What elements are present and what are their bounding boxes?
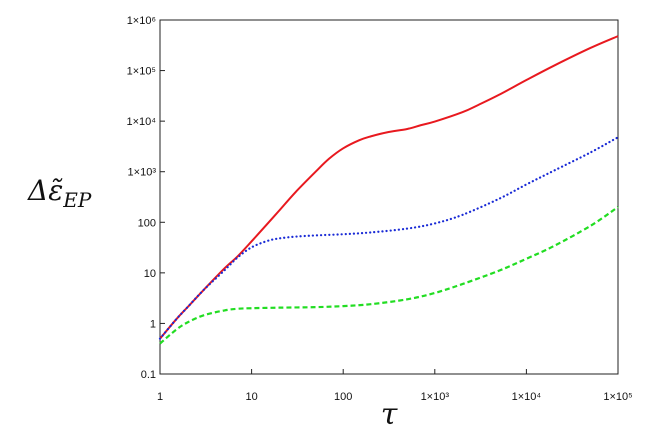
x-tick-label: 1×10⁴ — [512, 391, 542, 403]
green-dashed-series-line — [159, 206, 619, 345]
x-tick-label: 10 — [245, 391, 257, 403]
plot-area-frame — [159, 19, 619, 375]
y-tick-label: 1 — [150, 318, 156, 330]
y-tick-label: 100 — [138, 217, 156, 229]
y-axis-label-main: Δε̃ — [27, 174, 63, 207]
y-tick-label: 1×10³ — [128, 167, 157, 179]
y-axis-label: Δε̃EP — [27, 174, 92, 212]
y-tick-label: 1×10⁶ — [127, 15, 156, 27]
x-tick-label: 1×10⁵ — [603, 391, 632, 403]
y-tick-label: 0.1 — [141, 369, 156, 381]
y-tick-label: 1×10⁴ — [126, 116, 156, 128]
x-tick-label: 1×10³ — [421, 391, 450, 403]
x-axis-label: τ — [381, 397, 398, 431]
x-tick-label: 100 — [334, 391, 352, 403]
y-axis-label-subscript: EP — [62, 188, 92, 212]
x-axis-ticks: 1 10 100 1×10³ 1×10⁴ 1×10⁵ — [157, 369, 633, 403]
series-layer — [158, 35, 620, 345]
y-tick-label: 10 — [144, 268, 156, 280]
blue-dotted-series-line — [158, 136, 620, 340]
x-tick-label: 1 — [157, 391, 163, 403]
y-tick-label: 1×10⁵ — [127, 66, 156, 78]
y-axis-ticks: 0.1 1 10 100 1×10³ 1×10⁴ 1×10⁵ 1×10⁶ — [126, 15, 165, 381]
red-solid-series-line — [159, 35, 619, 340]
